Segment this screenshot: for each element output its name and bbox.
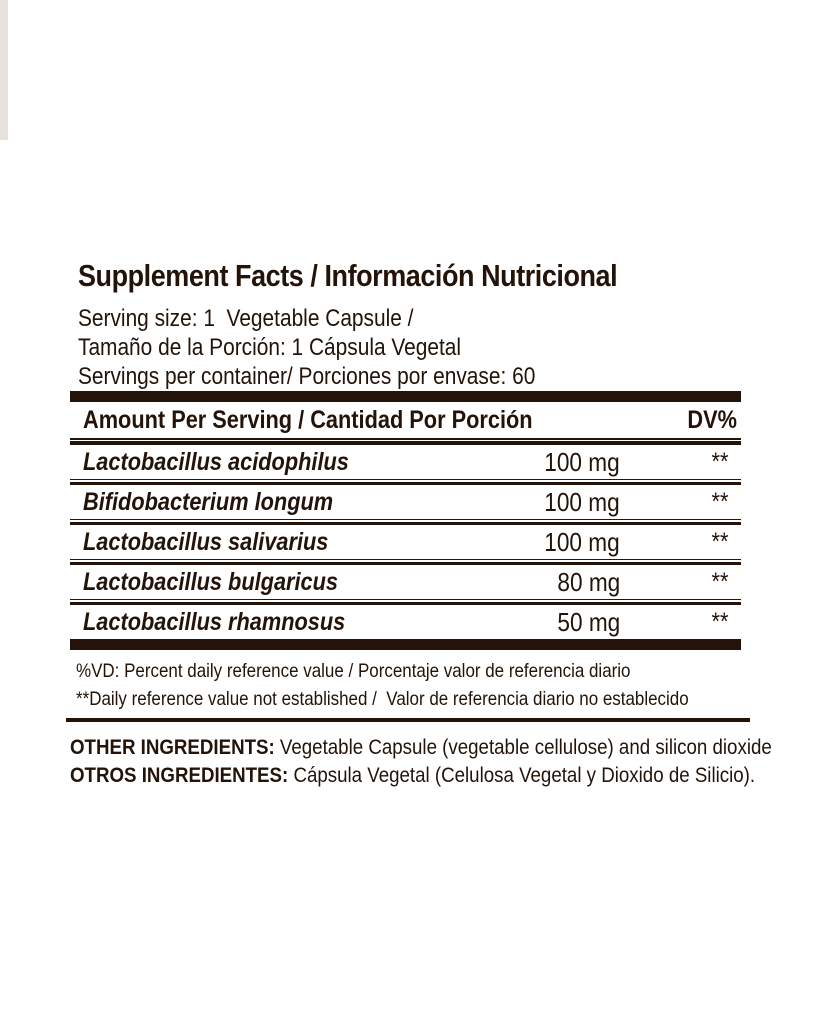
divider-row [70,559,741,565]
other-ingredients: OTHER INGREDIENTS: Vegetable Capsule (ve… [70,733,772,789]
ingredient-amount: 100 mg [544,446,620,477]
ingredient-dv: ** [711,487,728,516]
footnotes: %VD: Percent daily reference value / Por… [70,657,741,713]
page-margin-strip [0,0,8,140]
ingredient-dv: ** [711,567,728,596]
ingredient-name: Lactobacillus rhamnosus [83,607,346,636]
panel-title-text: Supplement Facts / Información Nutricion… [78,258,618,293]
table-header-row: Amount Per Serving / Cantidad Por Porció… [70,402,741,438]
table-row: Lactobacillus rhamnosus 50 mg ** [70,605,741,639]
ingredient-name: Lactobacillus acidophilus [83,447,349,476]
divider-thick-top [70,391,741,402]
footnote-not-established: **Daily reference value not established … [76,688,689,710]
other-ingredients-label-es: OTROS INGREDIENTES: [70,762,289,787]
table-row: Lactobacillus bulgaricus 80 mg ** [70,565,741,599]
ingredient-amount: 100 mg [544,486,620,517]
divider-row [70,519,741,525]
servings-per-container-line: Servings per container/ Porciones por en… [78,363,536,390]
panel-title: Supplement Facts / Información Nutricion… [70,258,741,293]
ingredient-name: Lactobacillus bulgaricus [83,567,339,596]
table-row: Bifidobacterium longum 100 mg ** [70,485,741,519]
divider-footer [66,718,750,722]
divider-thick-bottom [70,639,741,650]
table-row: Lactobacillus acidophilus 100 mg ** [70,445,741,479]
divider-row [70,599,741,605]
dv-header: DV% [687,405,737,434]
amount-per-serving-header: Amount Per Serving / Cantidad Por Porció… [83,405,533,434]
divider-header [70,438,741,445]
other-ingredients-es: OTROS INGREDIENTES: Cápsula Vegetal (Cel… [70,761,755,789]
other-ingredients-en: OTHER INGREDIENTS: Vegetable Capsule (ve… [70,733,772,761]
supplement-facts-panel: Supplement Facts / Información Nutricion… [66,258,772,789]
ingredient-name: Bifidobacterium longum [83,487,334,516]
divider-row [70,479,741,485]
ingredient-dv: ** [711,607,728,636]
footnote-dv-definition: %VD: Percent daily reference value / Por… [76,660,631,682]
serving-size-line-en: Serving size: 1 Vegetable Capsule / [78,305,414,332]
ingredient-dv: ** [711,447,728,476]
table-row: Lactobacillus salivarius 100 mg ** [70,525,741,559]
ingredient-amount: 50 mg [557,606,620,637]
ingredient-dv: ** [711,527,728,556]
ingredient-amount: 80 mg [557,566,620,597]
other-ingredients-text-es: Cápsula Vegetal (Celulosa Vegetal y Diox… [288,762,756,787]
serving-info: Serving size: 1 Vegetable Capsule / Tama… [70,304,741,391]
ingredient-amount: 100 mg [544,526,620,557]
ingredient-name: Lactobacillus salivarius [83,527,329,556]
serving-size-line-es: Tamaño de la Porción: 1 Cápsula Vegetal [78,334,462,361]
other-ingredients-label-en: OTHER INGREDIENTS: [70,734,275,759]
other-ingredients-text-en: Vegetable Capsule (vegetable cellulose) … [274,734,772,759]
